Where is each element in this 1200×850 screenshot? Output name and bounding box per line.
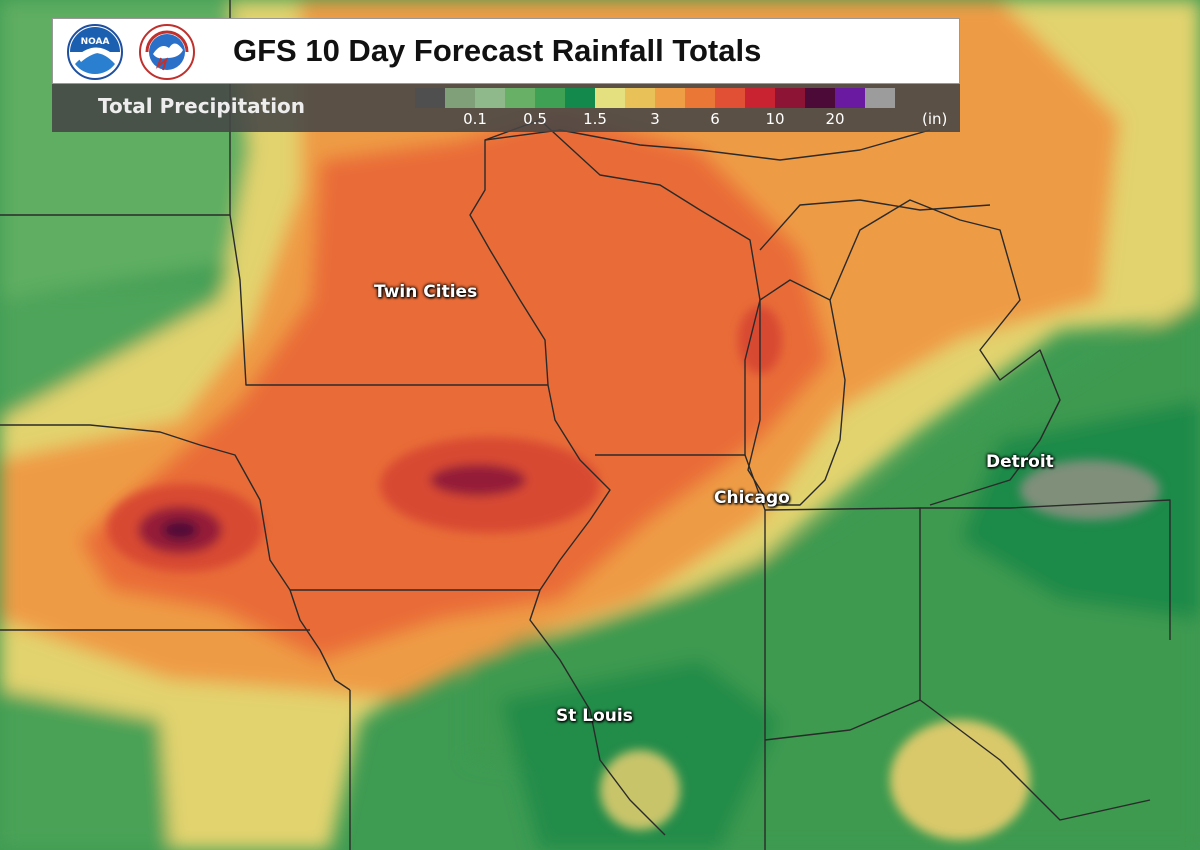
legend-tick-label: 3 <box>650 110 660 128</box>
legend-swatch <box>655 88 685 108</box>
page-title: GFS 10 Day Forecast Rainfall Totals <box>233 33 762 68</box>
dark-maroon-core-nebraska <box>162 520 198 540</box>
title-bar: NOAA GFS 10 Day Forecast Rainfall Totals <box>52 18 960 84</box>
upper-peninsula-outline <box>759 199 991 251</box>
color-scale <box>415 88 895 108</box>
precipitation-maxima <box>107 306 1160 840</box>
legend-swatch <box>715 88 745 108</box>
nws-logo <box>139 24 195 80</box>
city-label-st-louis: St Louis <box>556 706 633 726</box>
boundary-line <box>920 499 1171 640</box>
maroon-area-iowa <box>430 464 526 496</box>
legend-swatch <box>535 88 565 108</box>
city-label-chicago: Chicago <box>714 488 790 508</box>
legend-swatch <box>685 88 715 108</box>
legend-tick-label: 10 <box>765 110 785 128</box>
legend-bar: Total Precipitation 0.1 0.5 1.5 3 6 10 20 (in) <box>52 84 960 132</box>
noaa-logo-text: NOAA <box>81 37 110 47</box>
boundary-line <box>0 424 540 591</box>
legend-swatch <box>865 88 895 108</box>
legend-swatch <box>595 88 625 108</box>
boundary-line <box>229 214 548 386</box>
yellow-area-south <box>600 750 680 830</box>
lake-michigan-outline <box>747 279 846 506</box>
legend-tick-label: 1.5 <box>583 110 607 128</box>
gray-area-ohio <box>1020 460 1160 520</box>
legend-swatch <box>475 88 505 108</box>
legend-swatch <box>775 88 805 108</box>
boundary-line <box>469 119 761 456</box>
legend-tick-label: 20 <box>825 110 845 128</box>
legend-swatch <box>445 88 475 108</box>
legend-swatch <box>805 88 835 108</box>
orange-east <box>860 110 1100 290</box>
boundary-line <box>764 699 921 741</box>
legend-swatch <box>415 88 445 108</box>
city-label-twin-cities: Twin Cities <box>374 282 478 302</box>
legend-tick-label: 0.1 <box>463 110 487 128</box>
map-header-panel: NOAA GFS 10 Day Forecast Rainfall Totals… <box>52 18 960 132</box>
boundary-line <box>764 507 1151 821</box>
boundaries <box>0 0 1171 850</box>
boundary-line <box>289 589 351 691</box>
legend-swatch <box>745 88 775 108</box>
legend-swatch <box>625 88 655 108</box>
legend-swatch <box>835 88 865 108</box>
unit-label: (in) <box>922 110 948 128</box>
boundary-line <box>529 384 666 836</box>
legend-swatch <box>505 88 535 108</box>
legend-swatch <box>565 88 595 108</box>
legend-tick-label: 6 <box>710 110 720 128</box>
city-label-detroit: Detroit <box>986 452 1054 472</box>
legend-tick-label: 0.5 <box>523 110 547 128</box>
yellow-area-kentucky <box>890 720 1030 840</box>
noaa-logo: NOAA <box>67 24 123 80</box>
michigan-mainland-outline <box>829 199 1061 506</box>
legend-title: Total Precipitation <box>98 94 306 118</box>
